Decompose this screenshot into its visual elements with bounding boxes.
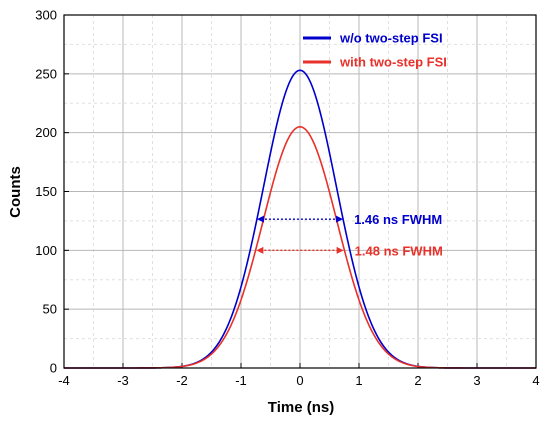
- x-axis-label: Time (ns): [268, 399, 334, 416]
- y-tick-labels: 0 50 100 150 200 250 300: [35, 8, 69, 376]
- x-tick-label: -4: [58, 373, 70, 388]
- y-tick-label: 50: [43, 302, 57, 317]
- x-tick-label: 0: [296, 373, 303, 388]
- fwhm-arrowhead-left: [256, 215, 264, 223]
- x-tick-label: 4: [532, 373, 539, 388]
- x-tick-labels: -4 -3 -2 -1 0 1 2 3 4: [58, 363, 540, 388]
- y-tick-label: 150: [35, 184, 57, 199]
- plot-frame: [63, 14, 537, 369]
- fwhm-arrowhead-right: [336, 246, 344, 254]
- y-tick-label: 100: [35, 243, 57, 258]
- y-tick-label: 250: [35, 66, 57, 81]
- x-tick-label: -1: [235, 373, 247, 388]
- y-tick-label: 300: [35, 8, 57, 23]
- legend-label-2: with two-step FSI: [339, 55, 447, 70]
- fwhm-arrowhead-left: [256, 246, 264, 254]
- y-axis-label: Counts: [7, 166, 24, 218]
- legend: w/o two-step FSI with two-step FSI: [303, 31, 447, 70]
- fwhm-label-1: 1.46 ns FWHM: [354, 212, 442, 227]
- x-tick-label: -2: [176, 373, 188, 388]
- fwhm-arrowhead-right: [336, 215, 344, 223]
- y-tick-label: 0: [50, 361, 57, 376]
- y-tick-label: 200: [35, 125, 57, 140]
- fwhm-label-2: 1.48 ns FWHM: [355, 243, 443, 258]
- x-tick-label: 3: [473, 373, 480, 388]
- x-tick-label: -3: [117, 373, 129, 388]
- x-tick-label: 2: [414, 373, 421, 388]
- x-tick-label: 1: [355, 373, 362, 388]
- legend-label-1: w/o two-step FSI: [339, 31, 443, 46]
- grid-lines: [63, 14, 537, 369]
- fwhm-annotations: 1.46 ns FWHM 1.48 ns FWHM: [256, 212, 443, 258]
